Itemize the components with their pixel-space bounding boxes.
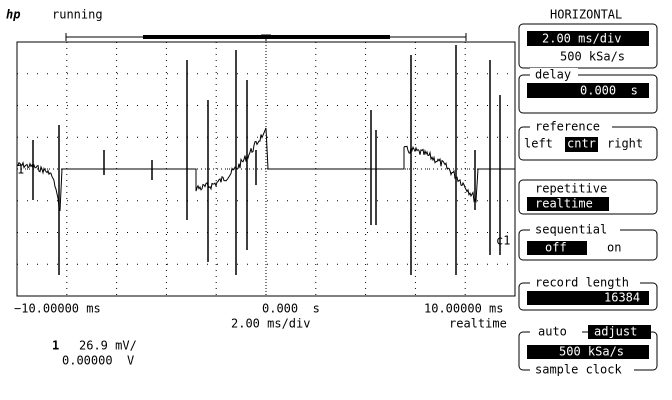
sample-clock-value: 500 kSa/s [559, 345, 624, 359]
time-base: 2.00 ms/div [542, 32, 621, 46]
status: running [52, 8, 103, 22]
channel-marker: c1 [496, 234, 510, 248]
repetitive-value: realtime [535, 197, 593, 211]
reference-left: left [524, 137, 553, 151]
delay-value: 0.000 s [580, 84, 638, 98]
delay-label: delay [535, 68, 571, 82]
delay-key[interactable]: delay 0.000 s [518, 68, 658, 114]
time-scale: 2.00 ms/div [231, 317, 310, 331]
time-left: −10.00000 ms [14, 302, 101, 316]
sequential-label: sequential [535, 223, 607, 237]
logo: hp [6, 8, 20, 22]
graticule [16, 41, 516, 297]
panel-title: HORIZONTAL [550, 8, 622, 22]
acq-mode: realtime [449, 317, 507, 331]
sample-clock-key[interactable]: auto adjust 500 kSa/s sample clock [518, 325, 658, 378]
channel-scale: 26.9 mV/ [79, 339, 137, 353]
channel-offset: 0.00000 V [62, 354, 134, 368]
sequential-off: off [545, 241, 567, 255]
reference-label: reference [535, 120, 600, 134]
waveform [16, 45, 515, 275]
repetitive-key[interactable]: repetitive realtime [518, 179, 658, 215]
reference-center: cntr [567, 137, 596, 151]
channel-number: 1 [52, 339, 59, 353]
record-length-key[interactable]: record length 16384 [518, 276, 658, 311]
sample-clock-label: sample clock [535, 363, 622, 377]
time-center: 0.000 s [262, 302, 320, 316]
trace [16, 127, 515, 212]
sample-rate: 500 kSa/s [560, 50, 625, 64]
sample-clock-mode: auto [538, 325, 567, 339]
record-length-label: record length [535, 276, 629, 290]
reference-right: right [607, 137, 643, 151]
sample-clock-action: adjust [594, 325, 637, 339]
ground-marker: 1 [17, 163, 24, 177]
sequential-key[interactable]: sequential off on [518, 223, 658, 261]
reference-key[interactable]: reference left cntr right [518, 120, 658, 161]
sequential-on: on [607, 241, 621, 255]
memory-bar [65, 33, 467, 41]
repetitive-label: repetitive [535, 182, 607, 196]
time-right: 10.00000 ms [424, 302, 503, 316]
timebase-key[interactable]: 2.00 ms/div 500 kSa/s [518, 23, 658, 69]
record-length-value: 16384 [604, 291, 640, 305]
